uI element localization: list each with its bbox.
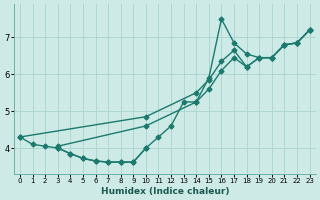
X-axis label: Humidex (Indice chaleur): Humidex (Indice chaleur) [100,187,229,196]
